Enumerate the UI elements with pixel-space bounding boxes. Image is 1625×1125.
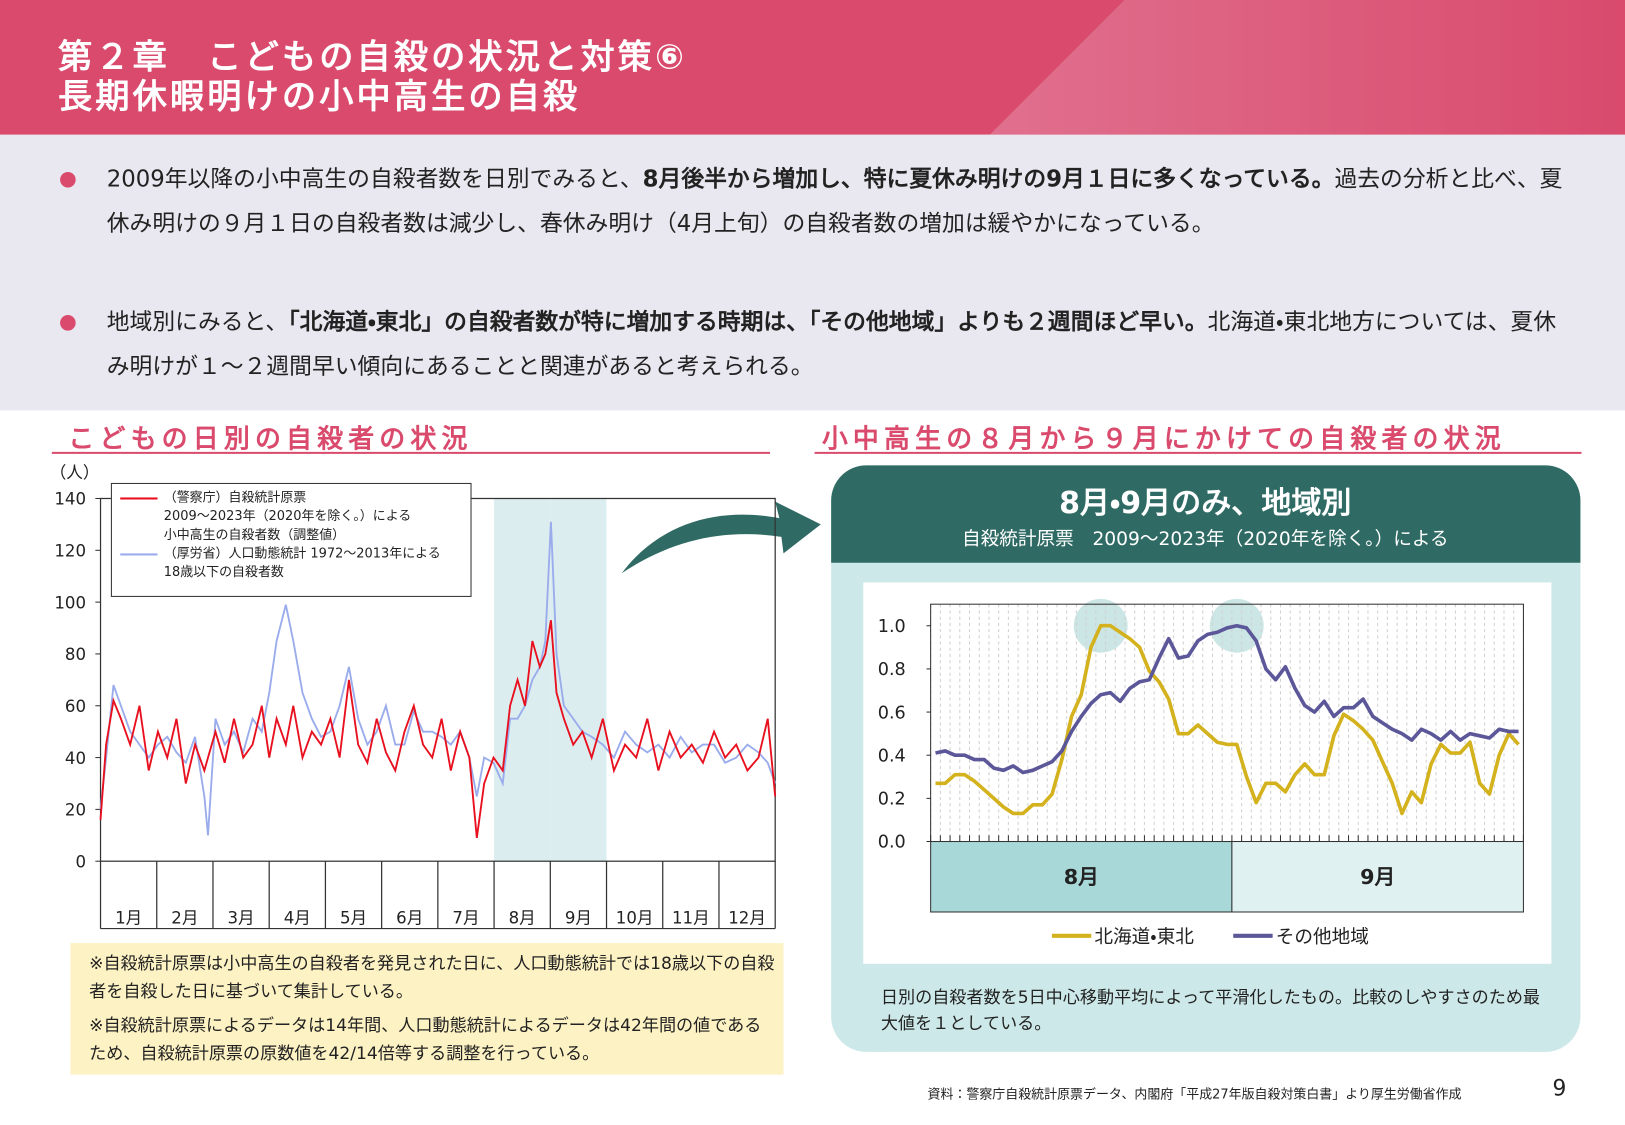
bullet-text: 地域別にみると、 [106, 309, 289, 336]
y-tick-label: 0.4 [878, 746, 906, 766]
bullet-dot [60, 172, 76, 188]
bullet-text: 過去の分析と比べ、夏休み明けの９月１日の自殺者数は減少し、春休み明け（4月上旬）… [106, 166, 1563, 238]
period-band [1231, 840, 1524, 913]
series-line [99, 620, 777, 839]
bullet-dot [60, 315, 76, 331]
x-tick-label: 5月 [340, 908, 367, 927]
y-tick-label: 60 [65, 697, 86, 716]
bullet: 2009年以降の小中高生の自殺者数を日別でみると、8月後半から増加し、特に夏休み… [60, 158, 1568, 247]
period-label: 8月 [1064, 865, 1099, 889]
period-band [930, 840, 1233, 913]
y-tick-label: 1.0 [878, 617, 906, 637]
x-tick-label: 4月 [284, 908, 311, 927]
section-heading: 小中高生の８月から９月にかけての自殺者の状況 [821, 423, 1506, 454]
y-tick-label: 0.6 [878, 703, 906, 723]
x-tick-label: 8月 [509, 908, 536, 927]
x-tick-label: 7月 [452, 908, 479, 927]
legend: （厚労省）人口動態統計 1972～2013年による 18歳以下の自殺者数 （警察庁… [110, 482, 472, 597]
x-tick-label: 12月 [728, 908, 766, 927]
header: 第２章 こどもの自殺の状況と対策⑥ 長期休暇明けの小中高生の自殺 [0, 0, 1625, 135]
series-line [99, 521, 777, 836]
section-heading: こどもの日別の自殺者の状況 [68, 423, 473, 454]
y-tick-label: 120 [54, 542, 86, 561]
source: 資料：警察庁自殺統計原票データ、内閣府「平成27年版自殺対策白書」より厚生労働省… [927, 1086, 1462, 1102]
x-tick-label: 2月 [171, 908, 198, 927]
highlight [494, 498, 551, 862]
page-number: 9 [1552, 1075, 1567, 1101]
y-tick-label: 20 [65, 801, 86, 820]
x-tick-label: 10月 [616, 908, 654, 927]
x-tick-label: 6月 [396, 908, 423, 927]
summary: 2009年以降の小中高生の自殺者数を日別でみると、8月後半から増加し、特に夏休み… [0, 134, 1625, 411]
legend-label: （警察庁）自殺統計原票 2009～2023年（2020年を除く。）による 小中高… [163, 489, 412, 543]
bullet-text: 「北海道・東北」の自殺者数が特に増加する時期は、「その他地域」よりも２週間ほど早… [288, 309, 1208, 336]
y-tick-label: 100 [54, 593, 86, 612]
y-tick-label: 0.2 [878, 790, 906, 810]
y-tick-label: 40 [65, 749, 86, 768]
y-unit: （人） [50, 463, 100, 482]
y-tick-label: 0.8 [878, 660, 906, 680]
x-tick-label: 11月 [672, 908, 710, 927]
x-tick-label: 3月 [228, 908, 255, 927]
legend-label: その他地域 [1276, 927, 1369, 948]
y-tick-label: 140 [54, 490, 86, 509]
y-tick-label: 0 [75, 852, 86, 871]
note: ※自殺統計原票は小中高生の自殺者を発見された日に、人口動態統計では18歳以下の自… [89, 953, 775, 1002]
panel-header [831, 465, 1581, 563]
x-tick-label: 1月 [115, 908, 142, 927]
series-line [935, 623, 1519, 775]
bullet-text: 8月後半から増加し、特に夏休み明けの9月１日に多くなっている。 [642, 166, 1335, 193]
bullet-text: 北海道・東北地方については、夏休み明けが１～２週間早い傾向にあることと関連がある… [106, 309, 1557, 381]
period-label: 9月 [1360, 865, 1395, 889]
x-tick-label: 9月 [565, 908, 592, 927]
page-title: 長期休暇明けの小中高生の自殺 [58, 75, 581, 117]
arrow [621, 501, 821, 574]
series-line [935, 623, 1520, 816]
legend-label: 北海道・東北 [1094, 927, 1194, 948]
note: ※自殺統計原票によるデータは14年間、人口動態統計によるデータは42年間の値であ… [89, 1015, 762, 1064]
y-tick-label: 80 [65, 645, 86, 664]
y-tick-label: 0.0 [878, 833, 906, 853]
chart-title: 8月・9月のみ、地域別 [1059, 486, 1351, 521]
highlight [550, 498, 607, 862]
legend-label: （厚労省）人口動態統計 1972～2013年による 18歳以下の自殺者数 [163, 545, 441, 580]
chart-note: 日別の自殺者数を5日中心移動平均によって平滑化したもの。比較のしやすさのため最大… [880, 987, 1541, 1034]
legend-swatch [120, 497, 158, 500]
bullet: 地域別にみると、「北海道・東北」の自殺者数が特に増加する時期は、「その他地域」よ… [60, 301, 1568, 390]
legend-swatch [120, 553, 158, 556]
bullet-text: 2009年以降の小中高生の自殺者数を日別でみると、 [106, 166, 643, 193]
header-decoration [989, 0, 1625, 135]
chapter-title: 第２章 こどもの自殺の状況と対策⑥ [58, 36, 688, 77]
note-box: ※自殺統計原票は小中高生の自殺者を発見された日に、人口動態統計では18歳以下の自… [70, 943, 784, 1075]
chart-subtitle: 自殺統計原票 2009～2023年（2020年を除く。）による [962, 529, 1449, 550]
